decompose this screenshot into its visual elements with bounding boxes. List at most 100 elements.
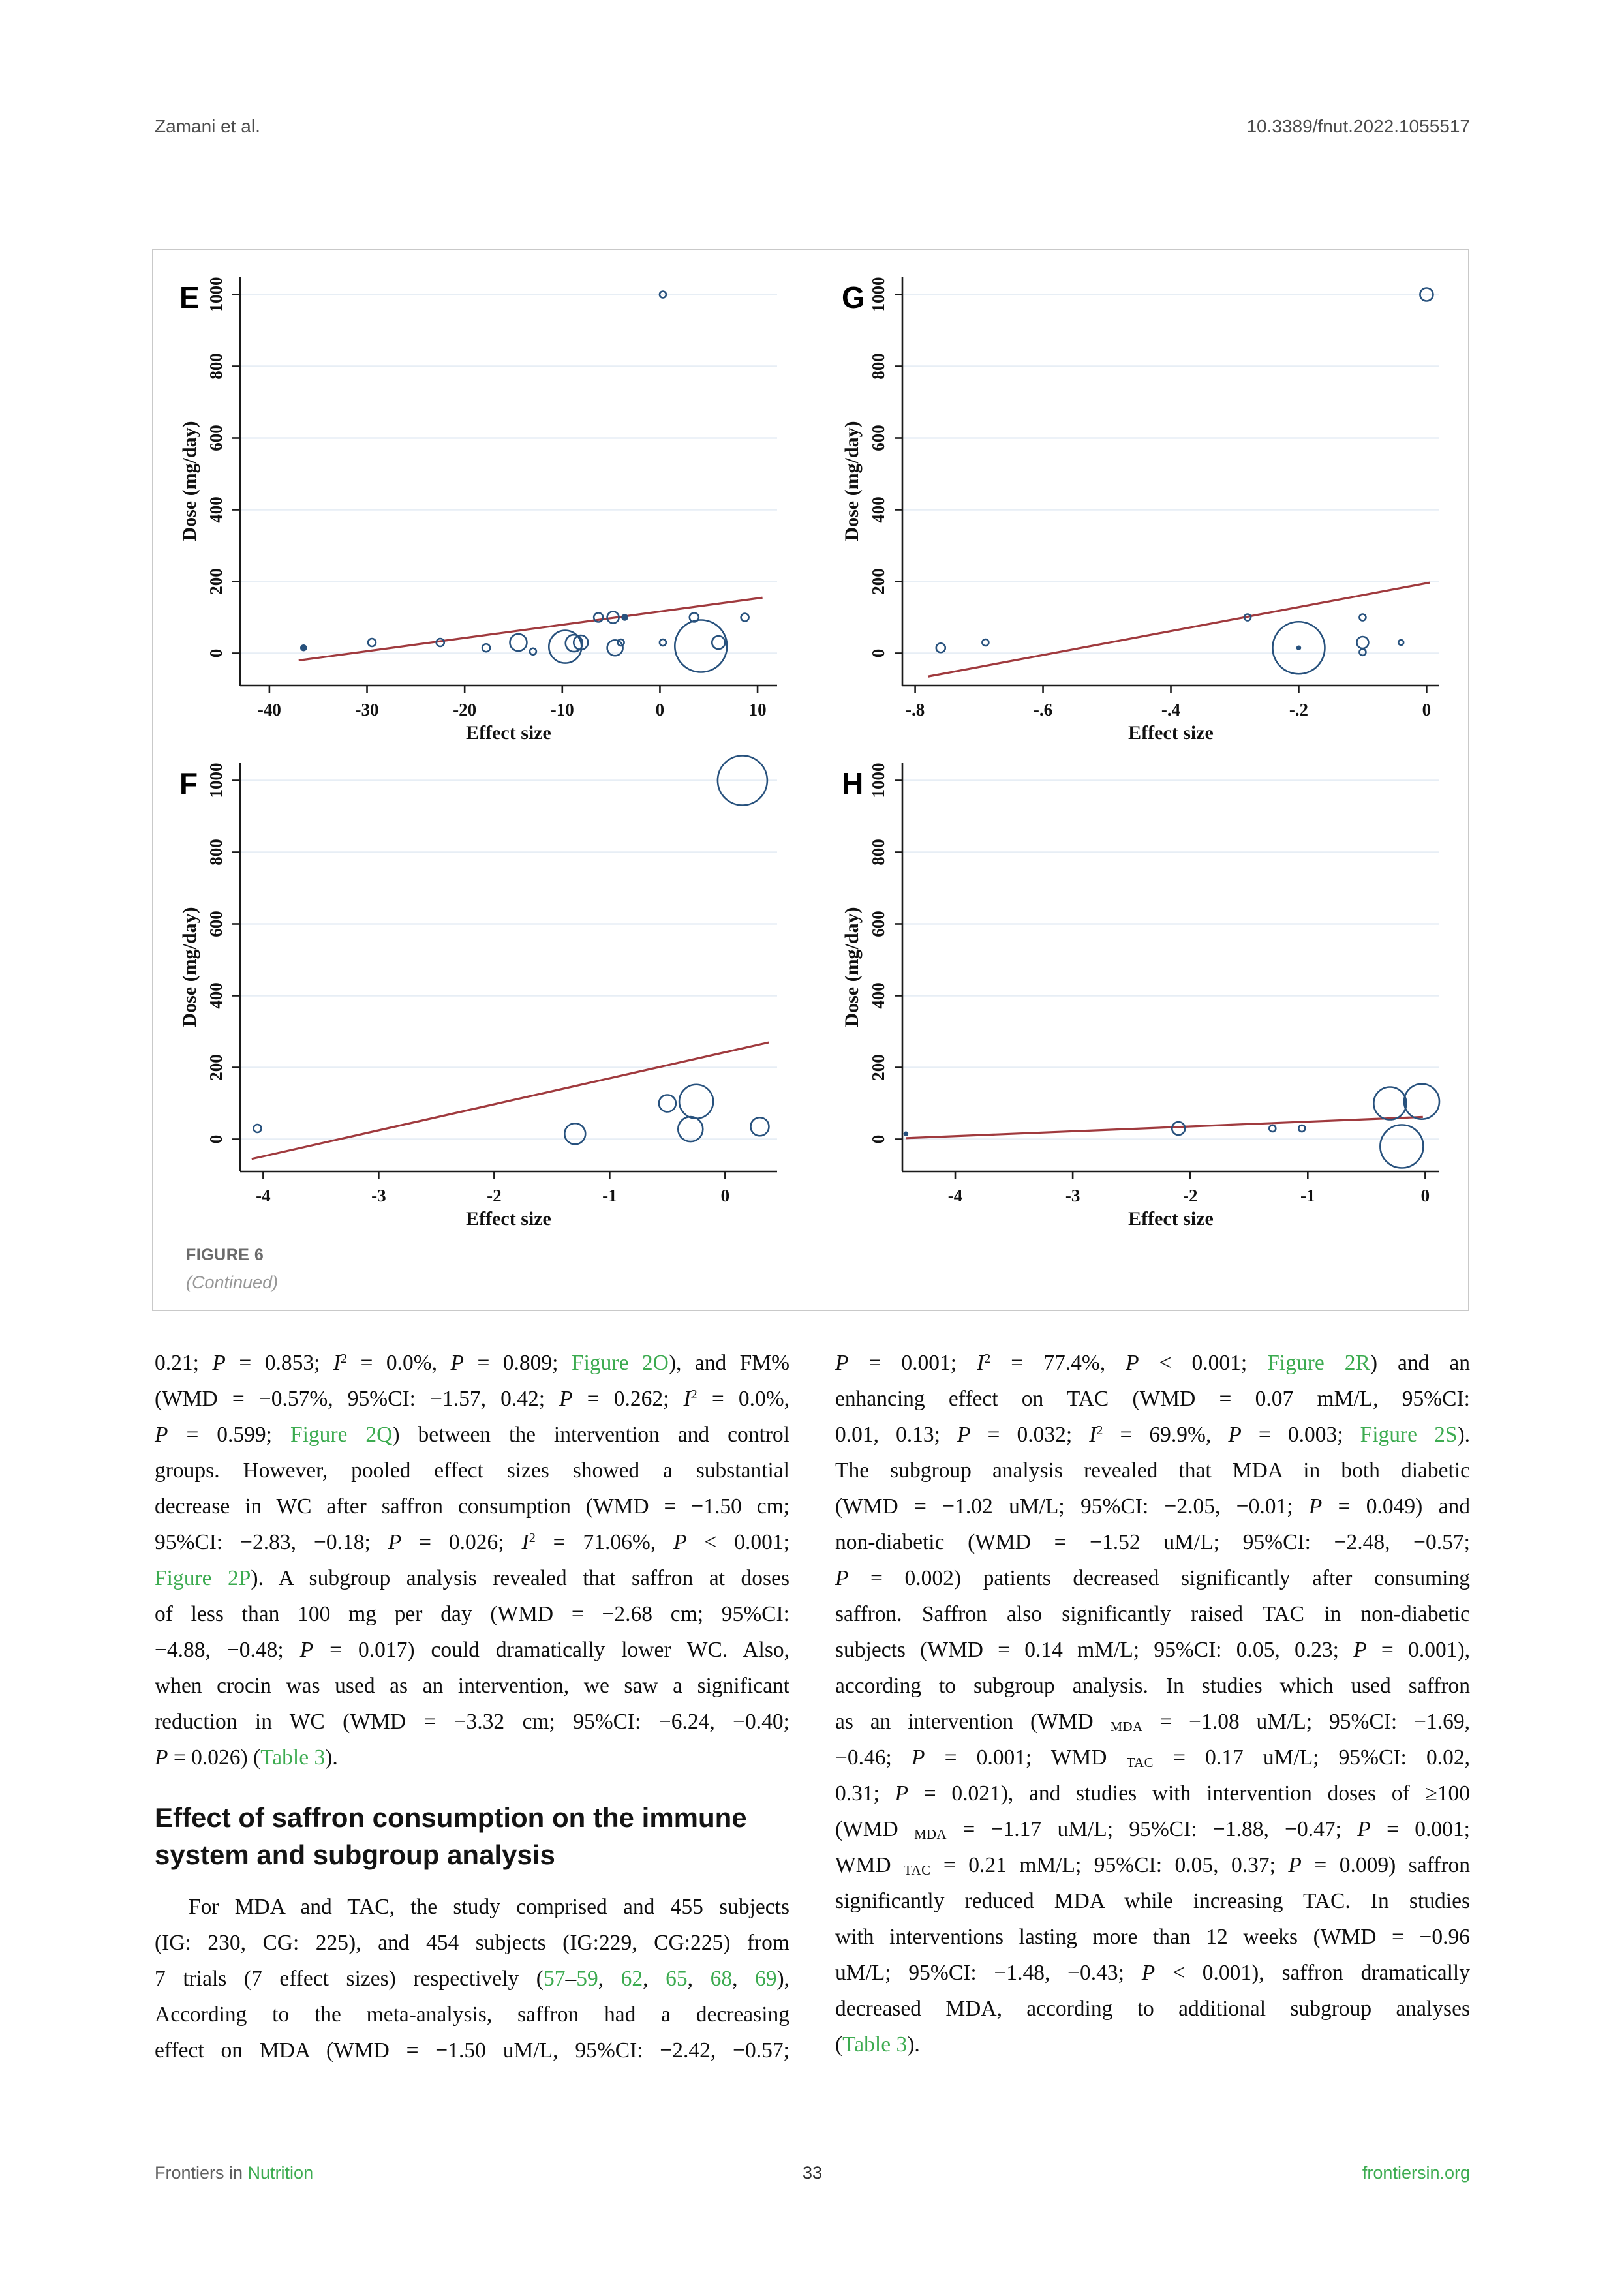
text-segment: I (977, 1351, 985, 1375)
scatter-panel-E: 0 200 400 600 800 1000 -40 -30 -20 -10 0 10 Effect s… (179, 277, 777, 744)
text-segment: decrease in WC after saffron consumption… (155, 1494, 789, 1518)
reference-link[interactable]: Figure 2P (155, 1566, 251, 1590)
text-segment: ), (776, 1967, 790, 1991)
x-tick-label: -2 (1183, 1186, 1198, 1205)
study-bubble (1356, 635, 1370, 650)
text-segment: P (212, 1351, 226, 1375)
panel-letter: H (842, 766, 863, 800)
reference-link[interactable]: Table 3 (842, 2032, 908, 2057)
study-bubble (1403, 1083, 1441, 1121)
study-bubble (592, 612, 604, 623)
reference-link[interactable]: 65 (666, 1967, 688, 1991)
text-segment: 2 (690, 1387, 697, 1402)
text-line: 0.31; P = 0.021), and studies with inter… (835, 1775, 1470, 1811)
text-line: when crocin was used as an intervention,… (155, 1668, 789, 1704)
text-segment: According to the meta-analysis, saffron … (155, 2002, 789, 2027)
text-segment: P (1308, 1494, 1323, 1518)
y-tick-label: 800 (868, 353, 888, 380)
study-bubble (677, 1115, 704, 1143)
text-line: of less than 100 mg per day (WMD = −2.68… (155, 1596, 789, 1632)
scatter-panel-F: 0 200 400 600 800 1000 -4 -3 -2 -1 0 Effect size Dos… (179, 755, 777, 1230)
text-segment: = 0.001), (1366, 1638, 1470, 1662)
body-columns: 0.21; P = 0.853; I2 = 0.0%, P = 0.809; F… (155, 1345, 1470, 2068)
reference-link[interactable]: 69 (755, 1967, 777, 1991)
text-line: 0.21; P = 0.853; I2 = 0.0%, P = 0.809; F… (155, 1345, 789, 1381)
reference-link[interactable]: Figure 2Q (290, 1423, 393, 1447)
text-line: as an intervention (WMD MDA = −1.08 uM/L… (835, 1704, 1470, 1740)
text-segment: of less than 100 mg per day (WMD = −2.68… (155, 1602, 789, 1626)
text-segment: , (643, 1967, 666, 1991)
reference-link[interactable]: 57 (543, 1967, 566, 1991)
study-bubble (1358, 613, 1367, 622)
study-bubble (606, 611, 620, 624)
x-axis-title: Effect size (466, 722, 551, 744)
y-tick-label: 1000 (868, 277, 888, 312)
text-segment: reduction in WC (WMD = −3.32 cm; 95%CI: … (155, 1710, 789, 1734)
y-tick-label: 200 (206, 1054, 226, 1081)
reference-link[interactable]: Figure 2S (1360, 1423, 1458, 1447)
text-segment: P (1357, 1817, 1371, 1841)
y-tick-label: 400 (206, 496, 226, 523)
text-line: The subgroup analysis revealed that MDA … (835, 1453, 1470, 1488)
text-line: with interventions lasting more than 12 … (835, 1919, 1470, 1955)
site-link[interactable]: frontiersin.org (1362, 2163, 1470, 2183)
x-tick-label: -1 (1300, 1186, 1315, 1205)
text-line: 0.01, 0.13; P = 0.032; I2 = 69.9%, P = 0… (835, 1417, 1470, 1453)
text-segment: ). A subgroup analysis revealed that saf… (251, 1566, 789, 1590)
text-segment: 2 (341, 1351, 348, 1366)
text-segment: I (683, 1387, 691, 1411)
journal-name-green: Nutrition (247, 2163, 314, 2183)
y-tick-label: 600 (868, 425, 888, 451)
text-segment: P (1126, 1351, 1139, 1375)
text-segment: = 0.0%, (697, 1387, 789, 1411)
text-line: according to subgroup analysis. In studi… (835, 1668, 1470, 1704)
text-segment: 2 (984, 1351, 991, 1366)
section-heading: Effect of saffron consumption on the imm… (155, 1799, 789, 1873)
panel-letter: E (179, 280, 200, 314)
study-bubble (1358, 648, 1367, 657)
x-tick-label: -1 (602, 1186, 617, 1205)
x-tick-label: 0 (1422, 700, 1432, 719)
column-right: P = 0.001; I2 = 77.4%, P < 0.001; Figure… (835, 1345, 1470, 2068)
text-segment: = 0.001; (1370, 1817, 1470, 1841)
reference-link[interactable]: Table 3 (260, 1745, 326, 1770)
text-segment: with interventions lasting more than 12 … (835, 1925, 1470, 1949)
y-axis-title: Dose (mg/day) (179, 421, 200, 541)
text-segment: P (1288, 1853, 1302, 1877)
text-segment: The subgroup analysis revealed that MDA … (835, 1458, 1470, 1483)
study-bubble (981, 638, 990, 647)
text-segment: (IG: 230, CG: 225), and 454 subjects (IG… (155, 1931, 789, 1955)
text-segment: I (333, 1351, 341, 1375)
text-segment: P (895, 1781, 909, 1805)
journal-name: Frontiers in Nutrition (155, 2163, 314, 2183)
text-segment: 0.31; (835, 1781, 895, 1805)
text-segment: 7 trials (7 effect sizes) respectively ( (155, 1967, 544, 1991)
study-bubble (367, 637, 377, 648)
text-segment: = 0.021), and studies with intervention … (908, 1781, 1471, 1805)
text-segment: = 0.0%, (347, 1351, 451, 1375)
y-tick-label: 1000 (868, 763, 888, 798)
y-tick-label: 600 (868, 911, 888, 937)
reference-link[interactable]: Figure 2R (1267, 1351, 1370, 1375)
reference-link[interactable]: 62 (620, 1967, 643, 1991)
text-segment: P (673, 1530, 687, 1554)
reference-link[interactable]: 59 (576, 1967, 598, 1991)
text-line: saffron. Saffron also significantly rais… (835, 1596, 1470, 1632)
reference-link[interactable]: 68 (710, 1967, 733, 1991)
x-tick-label: -40 (258, 700, 281, 719)
text-segment: – (565, 1967, 577, 1991)
text-segment: P (1353, 1638, 1367, 1662)
study-bubble (711, 635, 726, 650)
text-segment: 0.21; (155, 1351, 213, 1375)
study-bubble (572, 634, 589, 651)
x-tick-label: -4 (948, 1186, 963, 1205)
reference-link[interactable]: Figure 2O (571, 1351, 669, 1375)
text-segment: ). (907, 2032, 920, 2057)
text-segment: = 0.032; (970, 1423, 1090, 1447)
text-segment: (WMD = −1.02 uM/L; 95%CI: −2.05, −0.01; (835, 1494, 1309, 1518)
text-segment: −4.88, −0.48; (155, 1638, 300, 1662)
text-segment: P (388, 1530, 402, 1554)
text-line: 7 trials (7 effect sizes) respectively (… (155, 1961, 789, 1997)
text-line: For MDA and TAC, the study comprised and… (155, 1889, 789, 1925)
